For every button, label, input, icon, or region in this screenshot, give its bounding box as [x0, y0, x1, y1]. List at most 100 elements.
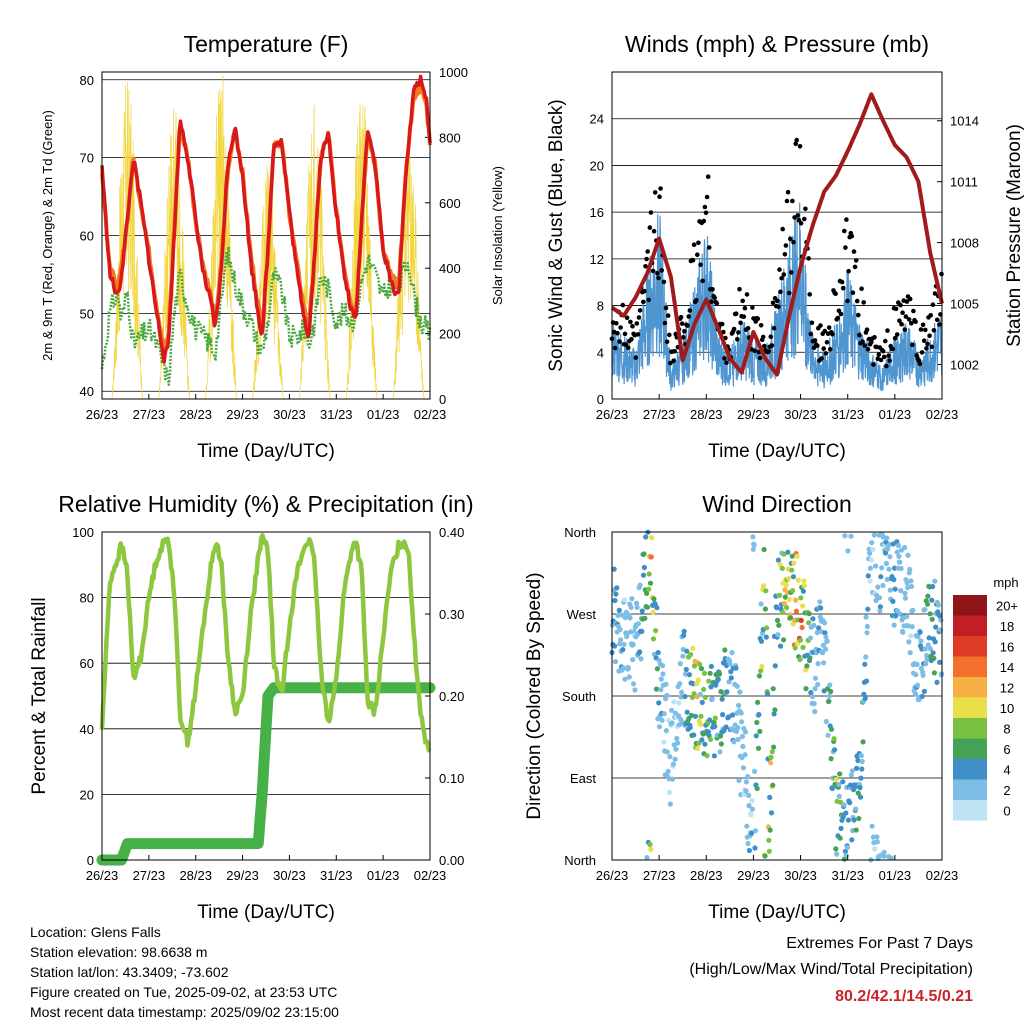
gust-point: [712, 295, 717, 301]
gust-point: [872, 335, 877, 340]
gust-point: [706, 245, 712, 250]
gust-point: [741, 314, 747, 320]
wind-direction-point: [935, 602, 941, 608]
gust-point: [830, 331, 835, 337]
temperature-xtick-label: 31/23: [320, 407, 353, 422]
gust-point: [842, 228, 847, 234]
wind-direction-point: [730, 712, 736, 718]
wind-direction-point: [766, 848, 772, 854]
gust-point: [740, 298, 745, 304]
wind-direction-point: [666, 789, 673, 796]
wind-direction-point: [879, 565, 885, 571]
wind-direction-point: [863, 614, 869, 620]
wind-direction-point: [774, 617, 781, 624]
wind-direction-point: [630, 641, 636, 648]
wind-direction-point: [848, 772, 855, 778]
wind-direction-point: [740, 743, 746, 750]
gust-point: [768, 334, 774, 340]
wind-direction-point: [669, 720, 675, 726]
wind-direction-point: [886, 566, 892, 572]
gust-point: [629, 336, 634, 342]
wind-direction-point: [758, 668, 764, 674]
wind-direction-point: [736, 777, 742, 784]
gust-point: [614, 321, 619, 326]
temperature-xtick-label: 29/23: [226, 407, 259, 422]
wind-direction-point: [923, 661, 929, 667]
wind-direction-point: [723, 724, 729, 730]
wind-direction-point: [658, 687, 664, 693]
wind-direction-point: [726, 679, 732, 685]
wind-direction-point: [929, 616, 935, 622]
wind-direction-point: [849, 768, 855, 774]
wind-direction-point: [660, 671, 666, 677]
wind-direction-point: [761, 546, 767, 553]
wind-direction-point: [648, 554, 654, 560]
wind-direction-point: [797, 637, 804, 643]
gust-point: [758, 323, 764, 328]
gust-point: [709, 299, 714, 305]
temperature-xlabel: Time (Day/UTC): [197, 441, 335, 462]
direction-ylabel-left: Direction (Colored By Speed): [524, 572, 545, 819]
wind-direction-point: [669, 776, 676, 782]
gust-point: [681, 335, 686, 340]
wind-direction-point: [745, 774, 751, 780]
wind-direction-point: [739, 733, 746, 740]
wind-direction-point: [762, 853, 768, 859]
wind-direction-point: [669, 707, 675, 713]
gust-point: [856, 312, 861, 318]
wind-direction-point: [742, 729, 749, 735]
wind-direction-point: [711, 719, 717, 725]
gust-point: [668, 360, 673, 366]
wind-direction-point: [874, 834, 880, 840]
wind-direction-point: [631, 681, 637, 687]
wind-direction-point: [934, 679, 940, 686]
wind-direction-point: [738, 710, 744, 716]
direction-xtick-label: 26/23: [596, 868, 629, 883]
wind-direction-point: [867, 578, 873, 584]
wind-direction-point: [887, 587, 893, 593]
gust-point: [771, 325, 777, 331]
gust-point: [685, 323, 690, 328]
gust-point: [710, 287, 715, 292]
direction-xtick-label: 27/23: [643, 868, 676, 883]
gust-point: [918, 327, 924, 332]
wind-direction-point: [612, 597, 618, 604]
gust-point: [906, 317, 912, 322]
wind-direction-point: [671, 699, 677, 705]
humidity-title: Relative Humidity (%) & Precipitation (i…: [58, 491, 473, 517]
wind-direction-point: [717, 671, 723, 677]
info-latlon: Station lat/lon: 43.3409; -73.602: [30, 964, 229, 980]
gust-point: [812, 338, 818, 343]
wind-direction-point: [873, 563, 879, 569]
speed-legend-swatch: [953, 615, 987, 636]
wind-direction-point: [878, 574, 884, 580]
gust-point: [927, 333, 932, 339]
gust-point: [797, 144, 803, 149]
wind-direction-point: [930, 583, 936, 590]
wind-direction-point: [763, 634, 769, 640]
wind-direction-point: [807, 655, 813, 661]
wind-direction-point: [908, 583, 915, 590]
wind-direction-point: [688, 712, 695, 718]
winds-ytick-right-label: 1005: [950, 297, 979, 312]
wind-direction-point: [847, 800, 853, 806]
wind-direction-point: [927, 611, 933, 617]
extremes-values: 80.2/42.1/14.5/0.21: [835, 988, 973, 1005]
wind-direction-point: [924, 656, 930, 663]
speed-legend-swatch: [953, 779, 987, 800]
wind-direction-point: [826, 693, 833, 699]
gust-point: [838, 311, 844, 317]
winds-ytick-label: 4: [597, 345, 604, 360]
wind-direction-point: [782, 594, 788, 600]
wind-direction-point: [874, 839, 880, 845]
wind-direction-point: [790, 588, 796, 594]
direction-xlabel: Time (Day/UTC): [708, 902, 846, 923]
gust-point: [700, 278, 705, 284]
gust-point: [844, 217, 849, 222]
gust-point: [705, 174, 711, 179]
wind-direction-point: [819, 650, 826, 656]
wind-direction-point: [731, 739, 737, 745]
wind-direction-point: [826, 698, 832, 704]
wind-direction-point: [834, 851, 840, 857]
